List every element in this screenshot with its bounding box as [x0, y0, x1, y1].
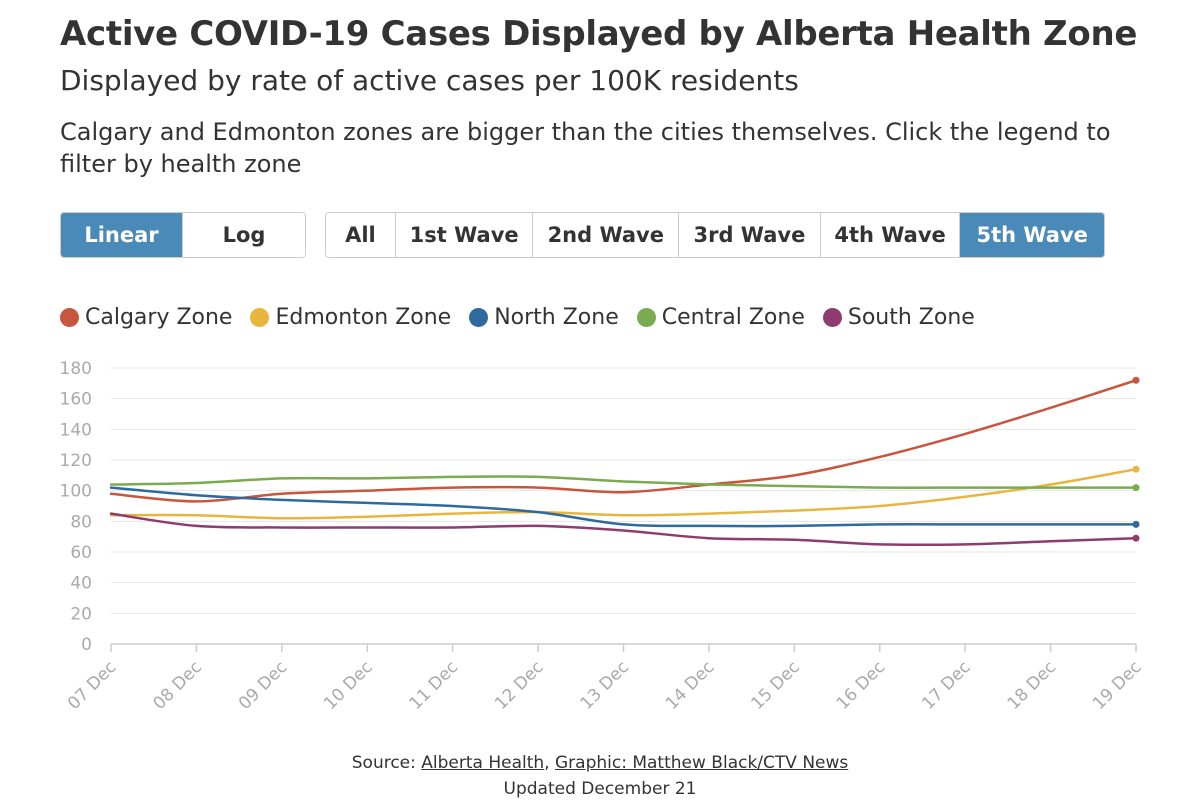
series-endpoint-central-zone — [1132, 484, 1140, 492]
legend-marker — [469, 307, 489, 327]
legend-label: Edmonton Zone — [275, 304, 452, 330]
y-tick-label: 60 — [70, 543, 92, 563]
legend-label: Calgary Zone — [85, 304, 233, 330]
chart-title: Active COVID-19 Cases Displayed by Alber… — [60, 14, 1138, 54]
x-tick-label: 10 Dec — [320, 657, 377, 714]
source-separator: , — [544, 753, 555, 773]
series-line-calgary-zone — [109, 379, 1138, 503]
legend-item-calgary[interactable]: Calgary Zone — [60, 305, 232, 330]
x-tick-label: 16 Dec — [833, 657, 890, 714]
wave-1st-button[interactable]: 1st Wave — [395, 213, 534, 257]
wave-2nd-button[interactable]: 2nd Wave — [533, 213, 680, 257]
x-tick-label: 13 Dec — [577, 657, 634, 714]
x-tick-label: 18 Dec — [1004, 657, 1061, 714]
wave-3rd-button[interactable]: 3rd Wave — [679, 213, 821, 257]
source-credit: Source: Alberta Health, Graphic: Matthew… — [0, 750, 1200, 802]
y-tick-label: 20 — [70, 604, 92, 624]
legend-marker — [822, 307, 842, 327]
y-tick-label: 80 — [70, 512, 92, 532]
chart-description: Calgary and Edmonton zones are bigger th… — [60, 118, 1111, 178]
source-link-alberta-health[interactable]: Alberta Health — [421, 753, 545, 773]
y-tick-label: 40 — [70, 574, 92, 594]
legend-item-central[interactable]: Central Zone — [636, 304, 805, 330]
y-tick-label: 100 — [60, 482, 92, 502]
legend-label: Central Zone — [661, 304, 805, 330]
scale-toggle-group: Linear Log — [60, 212, 306, 258]
x-tick-label: 08 Dec — [149, 657, 206, 714]
line-chart: 0 20 40 60 80 100 120 140 160 180 07 Dec 08 Dec 09 … — [60, 359, 1146, 714]
series-endpoint-calgary-zone — [1132, 376, 1140, 384]
y-axis-ticks: 0 20 40 60 80 100 120 140 160 180 — [60, 359, 92, 655]
chart-subtitle: Displayed by rate of active cases per 10… — [60, 64, 799, 97]
y-tick-label: 120 — [60, 451, 92, 471]
y-tick-label: 0 — [81, 635, 92, 655]
wave-filter-group: All 1st Wave 2nd Wave 3rd Wave 4th Wave … — [325, 212, 1105, 258]
series-line-central-zone — [109, 475, 1138, 489]
legend-label: North Zone — [494, 304, 619, 330]
legend-marker — [636, 307, 656, 327]
x-tick-label: 09 Dec — [235, 657, 292, 714]
x-tick-label: 17 Dec — [918, 657, 975, 714]
series-endpoint-north-zone — [1132, 520, 1140, 528]
legend-label: South Zone — [847, 304, 975, 330]
y-tick-label: 160 — [60, 390, 92, 410]
legend-item-south[interactable]: South Zone — [822, 304, 975, 330]
series-endpoint-south-zone — [1132, 534, 1140, 542]
x-tick-label: 14 Dec — [662, 657, 719, 714]
x-tick-label: 12 Dec — [491, 657, 548, 714]
wave-all-button[interactable]: All — [326, 213, 396, 257]
legend-marker — [250, 307, 270, 327]
x-axis-ticks: 07 Dec 08 Dec 09 Dec 10 Dec 11 Dec 12 Dec 13 D… — [64, 644, 1146, 714]
x-tick-label: 07 Dec — [64, 657, 121, 714]
y-tick-label: 180 — [60, 359, 92, 379]
series-line-south-zone — [109, 512, 1138, 547]
wave-4th-button[interactable]: 4th Wave — [820, 213, 961, 257]
chart-legend: Calgary Zone Edmonton Zone North Zone Ce… — [60, 302, 993, 332]
series-lines — [109, 376, 1140, 547]
legend-item-edmonton[interactable]: Edmonton Zone — [250, 305, 451, 330]
x-tick-label: 15 Dec — [747, 657, 804, 714]
x-tick-label: 19 Dec — [1089, 657, 1146, 714]
series-endpoint-edmonton-zone — [1132, 465, 1140, 473]
y-tick-label: 140 — [60, 420, 92, 440]
updated-date: Updated December 21 — [503, 779, 697, 799]
linear-scale-button[interactable]: Linear — [61, 213, 183, 257]
legend-marker — [60, 307, 79, 327]
series-line-edmonton-zone — [109, 467, 1138, 520]
legend-item-north[interactable]: North Zone — [469, 305, 619, 330]
source-prefix: Source: — [351, 753, 422, 773]
log-scale-button[interactable]: Log — [183, 213, 305, 257]
x-tick-label: 11 Dec — [406, 657, 463, 714]
wave-5th-button[interactable]: 5th Wave — [960, 213, 1104, 257]
series-line-north-zone — [109, 486, 1138, 528]
graphic-credit-link[interactable]: Graphic: Matthew Black/CTV News — [555, 753, 849, 773]
grid-lines — [111, 367, 1136, 645]
